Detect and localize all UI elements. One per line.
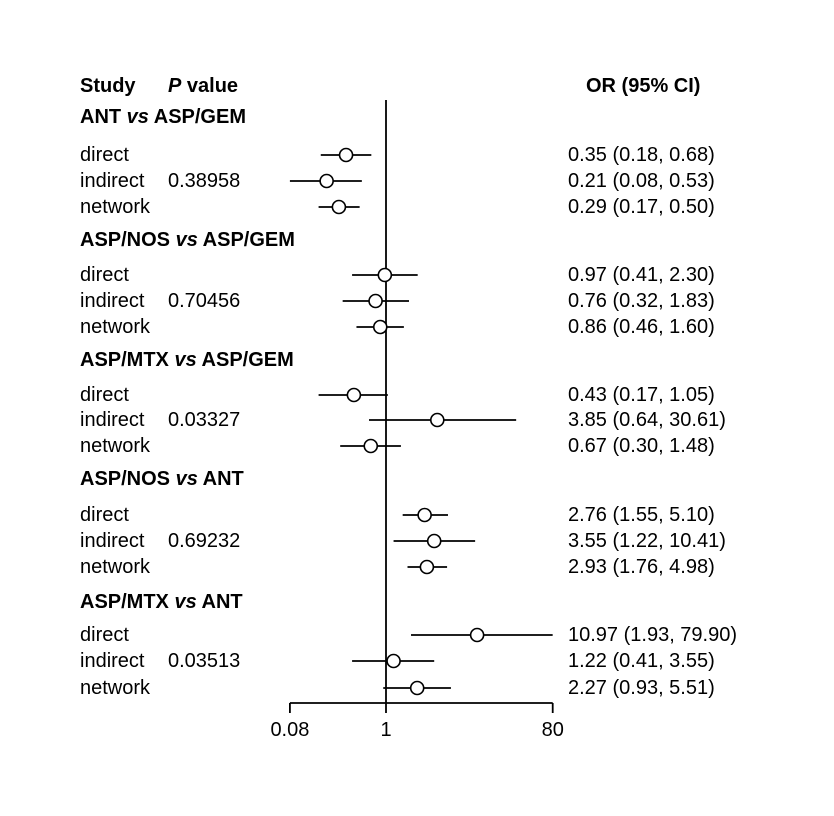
pvalue-header-rest: value bbox=[181, 75, 239, 97]
study-label: network bbox=[80, 677, 151, 699]
group-heading-right: ASP/GEM bbox=[153, 106, 246, 128]
or-ci-text: 0.86 (0.46, 1.60) bbox=[568, 316, 715, 338]
study-label: direct bbox=[80, 144, 129, 166]
or-ci-text: 0.43 (0.17, 1.05) bbox=[568, 384, 715, 406]
study-label: indirect bbox=[80, 409, 145, 431]
or-point-marker bbox=[368, 293, 383, 309]
or-ci-text: 0.76 (0.32, 1.83) bbox=[568, 290, 715, 312]
study-label: network bbox=[80, 196, 151, 218]
p-value: 0.69232 bbox=[168, 530, 241, 552]
group-heading-right: ANT bbox=[201, 591, 243, 613]
or-ci-text: 3.85 (0.64, 30.61) bbox=[568, 409, 726, 431]
group-heading-left: ASP/NOS bbox=[80, 468, 171, 490]
group-heading-left: ASP/NOS bbox=[80, 229, 171, 251]
column-header-or-ci: OR (95% CI) bbox=[586, 75, 701, 97]
x-axis-tick-label: 0.08 bbox=[270, 719, 309, 741]
or-ci-text: 0.97 (0.41, 2.30) bbox=[568, 264, 715, 286]
study-label: network bbox=[80, 435, 151, 457]
or-ci-text: 0.35 (0.18, 0.68) bbox=[568, 144, 715, 166]
group-heading: ASP/MTX vs ASP/GEM bbox=[80, 347, 294, 373]
or-ci-text: 0.21 (0.08, 0.53) bbox=[568, 170, 715, 192]
p-value: 0.38958 bbox=[168, 170, 241, 192]
or-point-marker bbox=[331, 199, 347, 215]
group-heading: ASP/MTX vs ANT bbox=[80, 589, 243, 615]
or-point-marker bbox=[469, 627, 485, 643]
group-heading-left: ASP/MTX bbox=[80, 349, 169, 371]
group-heading-vs: vs bbox=[175, 229, 198, 251]
x-axis-tick-label: 1 bbox=[380, 719, 391, 741]
or-ci-text: 3.55 (1.22, 10.41) bbox=[568, 530, 726, 552]
or-ci-text: 2.93 (1.76, 4.98) bbox=[568, 556, 715, 578]
or-point-marker bbox=[429, 412, 445, 428]
or-point-marker bbox=[346, 387, 362, 403]
or-ci-text: 2.76 (1.55, 5.10) bbox=[568, 504, 715, 526]
pvalue-header-italic-p: P bbox=[168, 75, 182, 97]
p-value: 0.03327 bbox=[168, 409, 241, 431]
study-label: indirect bbox=[80, 170, 145, 192]
or-point-marker bbox=[426, 533, 442, 549]
study-label: direct bbox=[80, 264, 129, 286]
or-point-marker bbox=[386, 653, 401, 669]
or-point-marker bbox=[372, 319, 388, 335]
or-point-marker bbox=[417, 507, 432, 523]
column-header-pvalue: P value bbox=[168, 73, 238, 99]
study-label: indirect bbox=[80, 530, 145, 552]
group-heading-vs: vs bbox=[174, 349, 197, 371]
or-ci-text: 0.29 (0.17, 0.50) bbox=[568, 196, 715, 218]
or-point-marker bbox=[319, 173, 334, 189]
study-label: direct bbox=[80, 384, 129, 406]
group-heading-right: ASP/GEM bbox=[202, 229, 295, 251]
study-label: network bbox=[80, 556, 151, 578]
study-label: direct bbox=[80, 504, 129, 526]
p-value: 0.70456 bbox=[168, 290, 241, 312]
or-point-marker bbox=[409, 680, 425, 696]
group-heading: ANT vs ASP/GEM bbox=[80, 104, 246, 130]
or-ci-text: 2.27 (0.93, 5.51) bbox=[568, 677, 715, 699]
study-label: direct bbox=[80, 624, 129, 646]
study-label: indirect bbox=[80, 650, 145, 672]
group-heading-left: ASP/MTX bbox=[80, 591, 169, 613]
or-point-marker bbox=[363, 438, 379, 454]
or-point-marker bbox=[338, 147, 354, 163]
study-label: network bbox=[80, 316, 151, 338]
or-ci-text: 1.22 (0.41, 3.55) bbox=[568, 650, 715, 672]
study-label: indirect bbox=[80, 290, 145, 312]
group-heading-vs: vs bbox=[126, 106, 149, 128]
x-axis-tick-label: 80 bbox=[542, 719, 564, 741]
group-heading: ASP/NOS vs ANT bbox=[80, 466, 244, 492]
column-header-study: Study bbox=[80, 75, 136, 97]
or-point-marker bbox=[419, 559, 435, 575]
or-ci-text: 10.97 (1.93, 79.90) bbox=[568, 624, 738, 646]
group-heading-left: ANT bbox=[80, 106, 122, 128]
group-heading-vs: vs bbox=[175, 468, 198, 490]
p-value: 0.03513 bbox=[168, 650, 241, 672]
group-heading: ASP/NOS vs ASP/GEM bbox=[80, 227, 295, 253]
group-heading-right: ANT bbox=[202, 468, 244, 490]
group-heading-right: ASP/GEM bbox=[201, 349, 294, 371]
or-point-marker bbox=[377, 267, 393, 283]
or-ci-text: 0.67 (0.30, 1.48) bbox=[568, 435, 715, 457]
group-heading-vs: vs bbox=[174, 591, 197, 613]
